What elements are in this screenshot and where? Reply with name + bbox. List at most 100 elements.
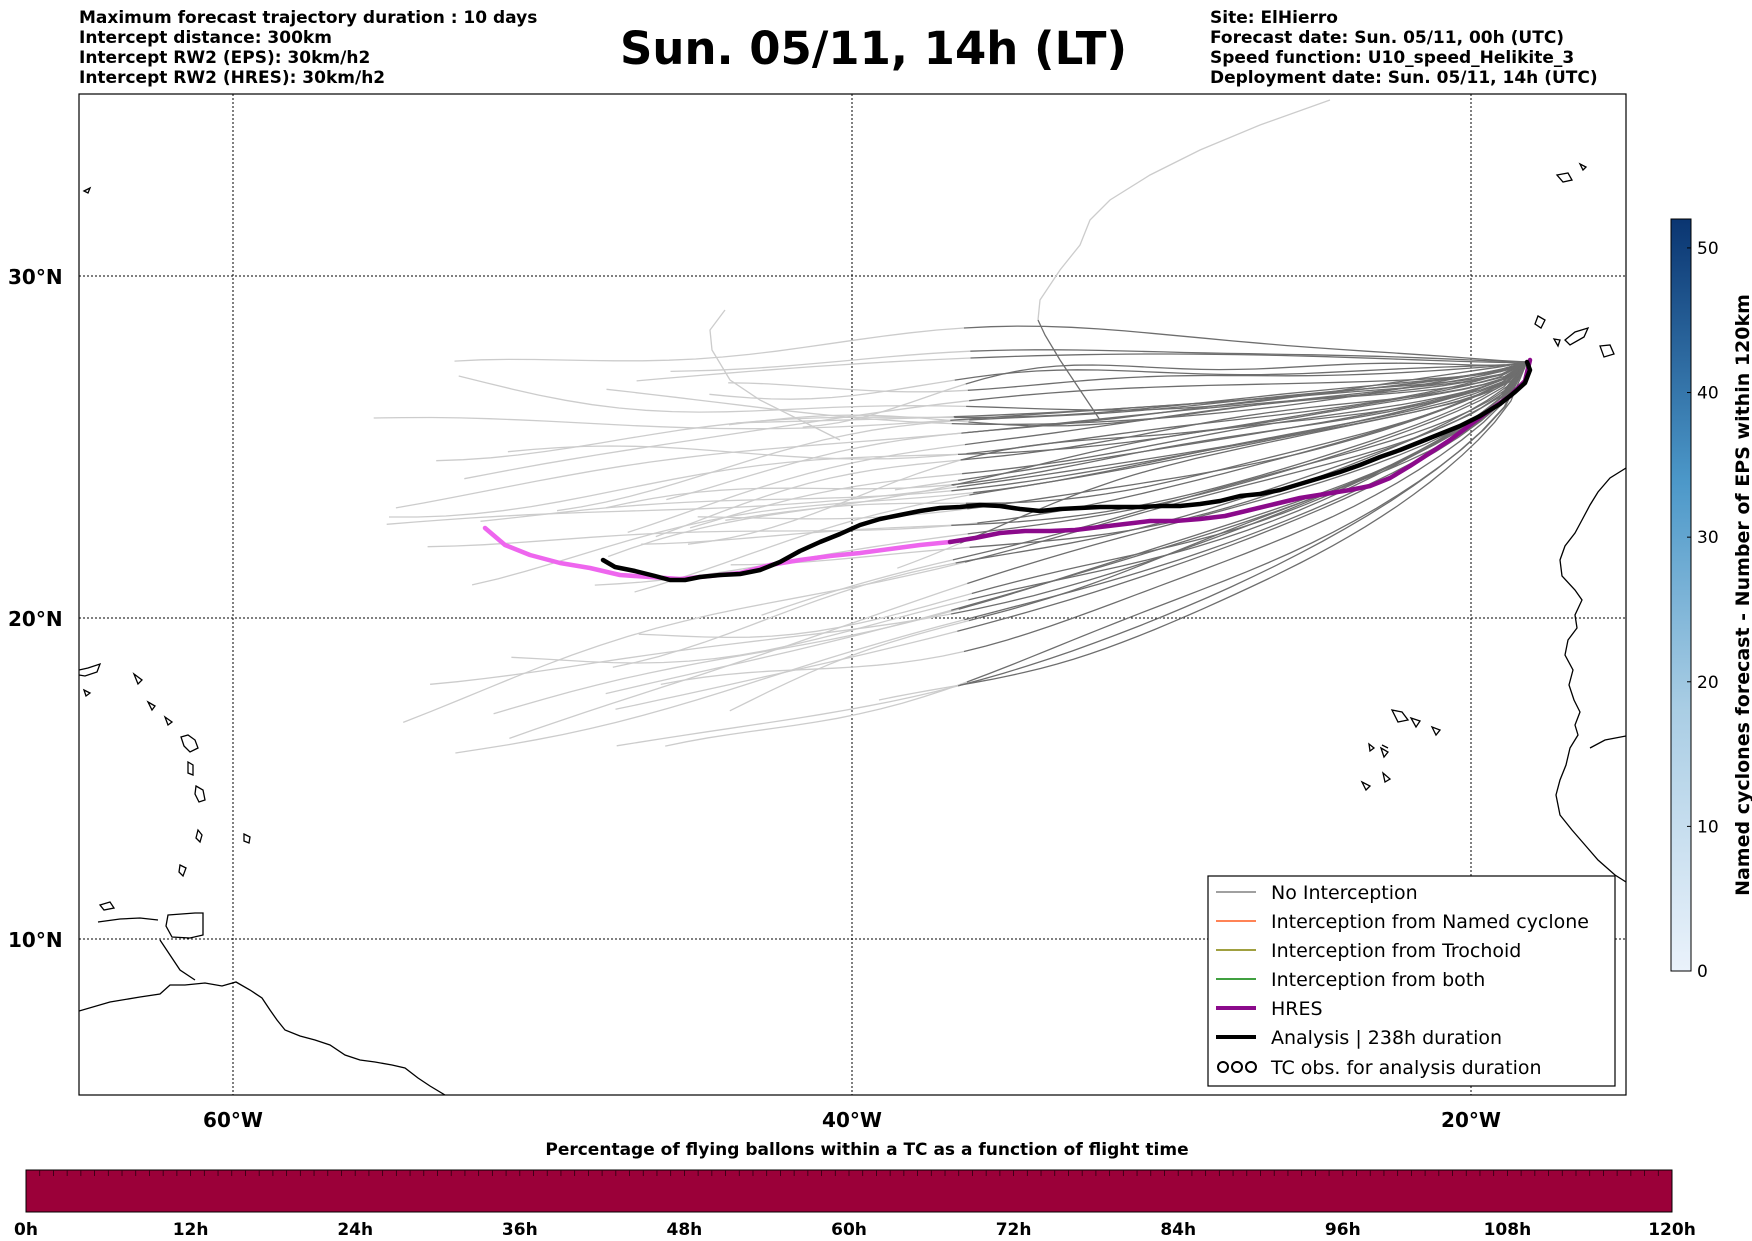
eps-trajectory: [455, 619, 965, 754]
colorbar-bottom-tick-label: 96h: [1325, 1220, 1361, 1240]
eps-count-colorbar: 0 10 20 30 40 50 Named cyclones forecast - Nu…: [1670, 218, 1752, 982]
eps-trajectory: [464, 400, 970, 480]
eps-trajectory: [427, 522, 978, 548]
page-title: Sun. 05/11, 14h (LT): [620, 22, 1128, 75]
colorbar-bottom-title: Percentage of flying ballons within a TC…: [545, 1140, 1188, 1160]
eps-trajectory: [636, 357, 971, 382]
eps-trajectory: [666, 431, 968, 501]
eps-trajectory: [725, 502, 966, 521]
colorbar-bottom-ticks: 0h 12h 24h 36h 48h 60h 72h 84h 96h 108h 120h: [14, 1170, 1696, 1240]
eps-trajectory: [373, 416, 951, 430]
header-left-line: Intercept RW2 (HRES): 30km/h2: [79, 68, 386, 88]
legend-label-tc-obs: TC obs. for analysis duration: [1270, 1057, 1542, 1079]
header-right-line: Site: ElHierro: [1210, 8, 1338, 28]
eps-trajectory: [761, 559, 954, 616]
legend-label-trochoid: Interception from Trochoid: [1271, 940, 1521, 962]
analysis-trajectory: [600, 359, 1533, 583]
madeira-coastline: [1555, 172, 1574, 183]
eps-trajectory: [687, 459, 961, 545]
st-vincent-coastline: [178, 864, 187, 878]
eps-trajectory: [709, 379, 955, 400]
tc-symbol-icon: [1217, 1061, 1257, 1073]
eps-trajectory: [957, 361, 1528, 456]
eps-trajectory: [973, 361, 1528, 494]
colorbar-bottom-tick-label: 36h: [502, 1220, 538, 1240]
eps-trajectory: [952, 361, 1528, 561]
eps-trajectory: [951, 361, 1528, 486]
eps-trajectory: [969, 361, 1528, 548]
eps-trajectory: [480, 490, 952, 522]
lon-label-20w: 20°W: [1441, 1108, 1501, 1132]
colorbar-right-label: Named cyclones forecast - Number of EPS …: [1732, 294, 1752, 896]
small-island-coastline: [82, 186, 92, 194]
lon-label-40w: 40°W: [822, 1108, 882, 1132]
header-left-line: Maximum forecast trajectory duration : 1…: [79, 8, 538, 28]
eps-trajectories-dark: [950, 319, 1528, 687]
eps-trajectory: [960, 361, 1528, 544]
puerto-rico-coastline: [79, 662, 102, 677]
canary-island-coastline: [1564, 326, 1590, 346]
eps-trajectory: [665, 681, 968, 747]
legend-label-both: Interception from both: [1271, 969, 1485, 991]
eps-trajectory: [967, 361, 1528, 510]
eps-trajectory: [386, 486, 957, 525]
eps-trajectory: [641, 524, 952, 545]
eps-trajectory: [634, 494, 970, 593]
eps-trajectory: [966, 361, 1528, 683]
lat-label-20n: 20°N: [8, 607, 63, 631]
eps-trajectory: [607, 484, 953, 558]
legend-box: [1207, 875, 1616, 1087]
colorbar-bottom-tick-label: 48h: [667, 1220, 703, 1240]
header-left-line: Intercept RW2 (EPS): 30km/h2: [79, 48, 371, 68]
eps-trajectory: [556, 419, 970, 512]
colorbar-bottom-tick-label: 0h: [14, 1220, 38, 1240]
eps-trajectory: [1037, 99, 1331, 321]
colorbar-right-tick-label: 0: [1697, 962, 1708, 982]
dominica-coastline: [187, 760, 194, 776]
small-island-coastline: [132, 672, 143, 686]
colorbar-right-gradient: [1670, 218, 1692, 972]
eps-trajectory: [395, 432, 962, 509]
lat-label-10n: 10°N: [8, 928, 63, 952]
colorbar-right-tick-label: 20: [1697, 673, 1719, 693]
lat-label-30n: 30°N: [8, 265, 63, 289]
eps-trajectory: [954, 361, 1528, 381]
eps-trajectory: [655, 459, 961, 538]
barbados-coastline: [243, 832, 251, 844]
header-right-line: Deployment date: Sun. 05/11, 14h (UTC): [1210, 68, 1598, 88]
eps-trajectory: [728, 414, 969, 426]
lon-label-60w: 60°W: [203, 1108, 263, 1132]
eps-trajectory: [969, 361, 1528, 402]
cape-verde-coastline: [1360, 780, 1372, 792]
legend-label-named-cyclone: Interception from Named cyclone: [1271, 911, 1589, 933]
map-legend: No Interception Interception from Named …: [1207, 875, 1616, 1087]
eps-trajectory: [670, 350, 971, 373]
canary-island-coastline: [1599, 344, 1615, 358]
eps-trajectory: [605, 609, 952, 695]
hres-trajectory: [947, 357, 1533, 545]
colorbar-bottom-tick-label: 24h: [337, 1220, 373, 1240]
eps-trajectory: [660, 650, 965, 686]
eps-trajectory: [960, 361, 1528, 461]
eps-trajectory: [729, 619, 970, 712]
canary-island-coastline: [1534, 315, 1546, 329]
eps-trajectory: [965, 361, 1528, 385]
eps-trajectory: [958, 361, 1528, 482]
eps-trajectory: [728, 382, 968, 393]
eps-trajectory: [612, 562, 956, 668]
eps-trajectory: [965, 361, 1528, 504]
eps-trajectory: [615, 630, 958, 710]
colorbar-right-tick-label: 30: [1697, 528, 1719, 548]
eps-trajectory: [897, 542, 961, 569]
eps-trajectory: [638, 592, 972, 639]
legend-label-hres: HRES: [1271, 998, 1323, 1020]
colorbar-bottom-tick-label: 120h: [1648, 1220, 1696, 1240]
eps-trajectory: [689, 473, 963, 529]
eps-trajectory: [962, 361, 1528, 475]
eps-trajectory: [959, 361, 1528, 686]
eps-trajectory: [967, 361, 1528, 535]
colorbar-bottom-tick-label: 108h: [1484, 1220, 1532, 1240]
colorbar-bottom-tick-label: 60h: [831, 1220, 867, 1240]
eps-trajectory: [967, 361, 1528, 434]
